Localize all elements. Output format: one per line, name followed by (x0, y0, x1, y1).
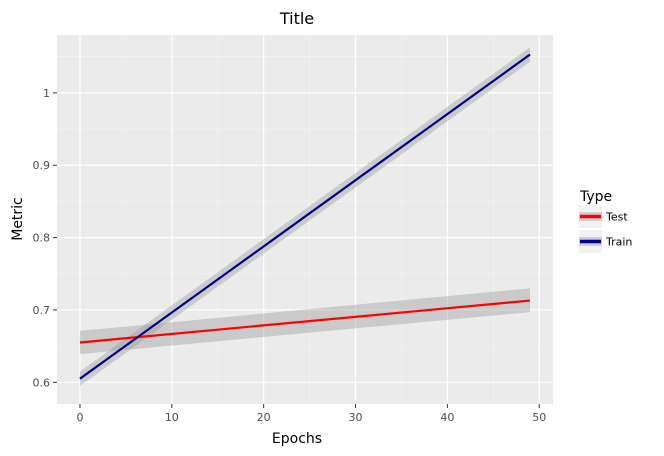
legend-label-test: Test (605, 211, 628, 224)
y-tick-label: 0.6 (33, 376, 51, 389)
legend-title: Type (579, 189, 612, 205)
x-tick-label: 0 (76, 411, 83, 424)
x-tick-label: 20 (257, 411, 271, 424)
y-tick-label: 1 (43, 87, 50, 100)
y-tick-label: 0.8 (33, 232, 51, 245)
x-tick-label: 40 (440, 411, 454, 424)
series-line-test (79, 299, 531, 344)
y-tick-label: 0.7 (33, 304, 51, 317)
series-line-train (79, 53, 531, 380)
y-axis-title: Metric (10, 197, 26, 241)
x-axis-title: Epochs (272, 431, 322, 447)
y-tick-label: 0.9 (33, 159, 51, 172)
y-axis: 0.6 0.7 0.8 0.9 1 (33, 87, 57, 389)
chart-title: Title (279, 9, 314, 28)
x-tick-label: 10 (165, 411, 179, 424)
legend: Type Test Train (579, 189, 632, 253)
legend-label-train: Train (605, 236, 632, 249)
x-tick-label: 50 (532, 411, 546, 424)
x-tick-label: 30 (349, 411, 363, 424)
minor-gridlines (57, 35, 553, 404)
x-axis: 0 10 20 30 40 50 (76, 404, 546, 424)
series-lines (79, 53, 531, 380)
